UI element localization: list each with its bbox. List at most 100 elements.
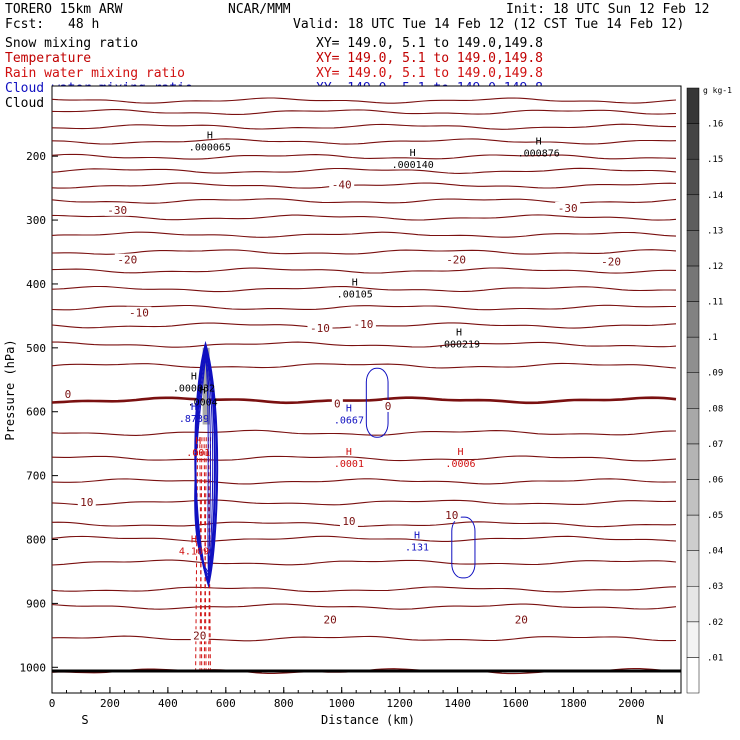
colorbar-segment	[686, 230, 700, 267]
colorbar-tick-label: .13	[707, 226, 723, 236]
temperature-label: 0	[65, 388, 72, 401]
colorbar-tick-label: .02	[707, 618, 723, 628]
temperature-labels: 20 20 20 10 10 10 0 0 0 -10 -10 -10 -20 -20 -20 -30 -30 -…	[62, 178, 624, 642]
temperature-label: 10	[342, 515, 355, 528]
rain-contour	[207, 437, 211, 674]
colorbar-tick-label: .01	[707, 653, 723, 663]
cloud-water-contour	[194, 356, 210, 574]
temperature-label-bg	[339, 514, 358, 527]
temperature-contour	[51, 535, 677, 542]
endpoint-left: S	[81, 713, 88, 727]
temperature-label-bg	[598, 255, 624, 268]
temperature-label: -10	[310, 322, 330, 335]
colorbar-segment	[686, 194, 700, 231]
colorbar-tick-label: .15	[707, 155, 723, 165]
temperature-contour	[52, 341, 677, 348]
y-tick-label: 500	[26, 342, 46, 355]
temperature-label-bg	[104, 203, 130, 216]
cloud-ice-max-value: .000876	[518, 148, 560, 159]
temperature-label-bg	[307, 322, 333, 335]
cloud-ice-max-value: .00105	[337, 290, 373, 301]
rain-max-value: .0001	[334, 459, 364, 470]
y-tick-label: 900	[26, 597, 46, 610]
colorbar-segment	[686, 336, 700, 373]
maxima-labels: H.000065 H.000140H.000876H.00105H.000219H…	[173, 131, 560, 558]
temperature-label-bg	[62, 387, 74, 400]
rain-max-value: .0006	[445, 459, 475, 470]
temperature-contour	[51, 499, 677, 506]
rain-max-h: H	[346, 447, 352, 458]
temperature-contour	[51, 138, 677, 145]
cloud-water-max-value: .8739	[179, 414, 209, 425]
y-tick-label: 1000	[20, 661, 47, 674]
x-tick-label: 800	[274, 697, 294, 710]
cloud-ice-max-h: H	[352, 278, 358, 289]
rain-max-value: .001	[186, 448, 210, 459]
colorbar-tick-label: .03	[707, 582, 723, 592]
header-org: NCAR/MMM	[228, 2, 291, 17]
temperature-label-bg	[329, 178, 355, 191]
colorbar-segment	[686, 621, 700, 658]
temperature-label-bg	[382, 399, 394, 412]
temperature-label: 10	[80, 496, 93, 509]
x-tick-label: 1200	[386, 697, 413, 710]
temperature-contour	[51, 521, 677, 528]
x-tick-label: 1800	[560, 697, 587, 710]
colorbar: .01 .02 .03 .04 .05 .06 .07 .08 .09 .1 .11 .12 .13 .1…	[686, 87, 723, 694]
cloud-ice-max-value: .000140	[392, 160, 434, 171]
cloud-water-contour	[194, 347, 216, 585]
colorbar-tick-label: .06	[707, 475, 723, 485]
rain-max-value: 4.109	[179, 546, 209, 557]
cloud-ice-max-value: .000065	[189, 143, 231, 154]
colorbar-segment	[686, 514, 700, 551]
temperature-contour	[51, 109, 677, 115]
temperature-label-bg	[114, 253, 140, 266]
temperature-label: 20	[193, 629, 206, 642]
cloud-ice-max-value: .0004	[188, 398, 218, 409]
temperature-contour	[51, 97, 677, 104]
colorbar-segment	[686, 123, 700, 160]
temperature-contour	[51, 285, 677, 293]
x-tick-label: 400	[158, 697, 178, 710]
colorbar-segment	[686, 87, 700, 124]
x-tick-label: 2000	[618, 697, 645, 710]
temperature-contour	[51, 455, 677, 462]
y-tick-label: 300	[26, 214, 46, 227]
temperature-contour	[51, 559, 677, 566]
field-xy: XY= 149.0, 5.1 to 149.0,149.8	[316, 51, 543, 66]
temperature-label-bg	[331, 397, 343, 410]
cloud-water-max-h: H	[191, 402, 197, 413]
temperature-contours	[51, 97, 677, 675]
header-fcst-value: 48 h	[68, 17, 99, 32]
rain-max-h: H	[191, 534, 197, 545]
cloud-water-max-value: .0667	[334, 415, 364, 426]
temperature-label: -40	[332, 178, 352, 191]
temperature-label: -10	[129, 307, 149, 320]
cloud-ice-max-h: H	[410, 148, 416, 159]
x-tick-label: 600	[216, 697, 236, 710]
colorbar-segment	[686, 265, 700, 302]
cloud-water-contour	[194, 353, 211, 577]
x-axis-label: Distance (km)	[321, 713, 415, 727]
colorbar-tick-label: .1	[707, 333, 718, 343]
temperature-label-bg	[77, 495, 96, 508]
temperature-label-bg	[442, 509, 461, 522]
y-tick-label: 700	[26, 470, 46, 483]
colorbar-tick-label: .14	[707, 191, 723, 201]
temperature-contour	[51, 635, 677, 642]
temperature-contour	[51, 478, 677, 485]
plot-area: 20 20 20 10 10 10 0 0 0 -10 -10 -10 -20 -20 -20 -30 -30 -…	[51, 85, 682, 694]
cloud-water-blob	[451, 516, 476, 579]
colorbar-segment	[686, 585, 700, 623]
cloud-water-contour	[194, 350, 214, 580]
cloud-water-max-h: H	[414, 531, 420, 542]
temperature-label-bg	[555, 201, 581, 214]
cloud-ice-max-h: H	[536, 136, 542, 147]
field-label: Snow mixing ratio	[5, 36, 138, 51]
snow-shading	[202, 347, 210, 425]
temperature-label: -30	[107, 204, 127, 217]
temperature-contour	[51, 429, 677, 436]
y-tick-label: 400	[26, 278, 46, 291]
field-label: Rain water mixing ratio	[5, 66, 185, 81]
